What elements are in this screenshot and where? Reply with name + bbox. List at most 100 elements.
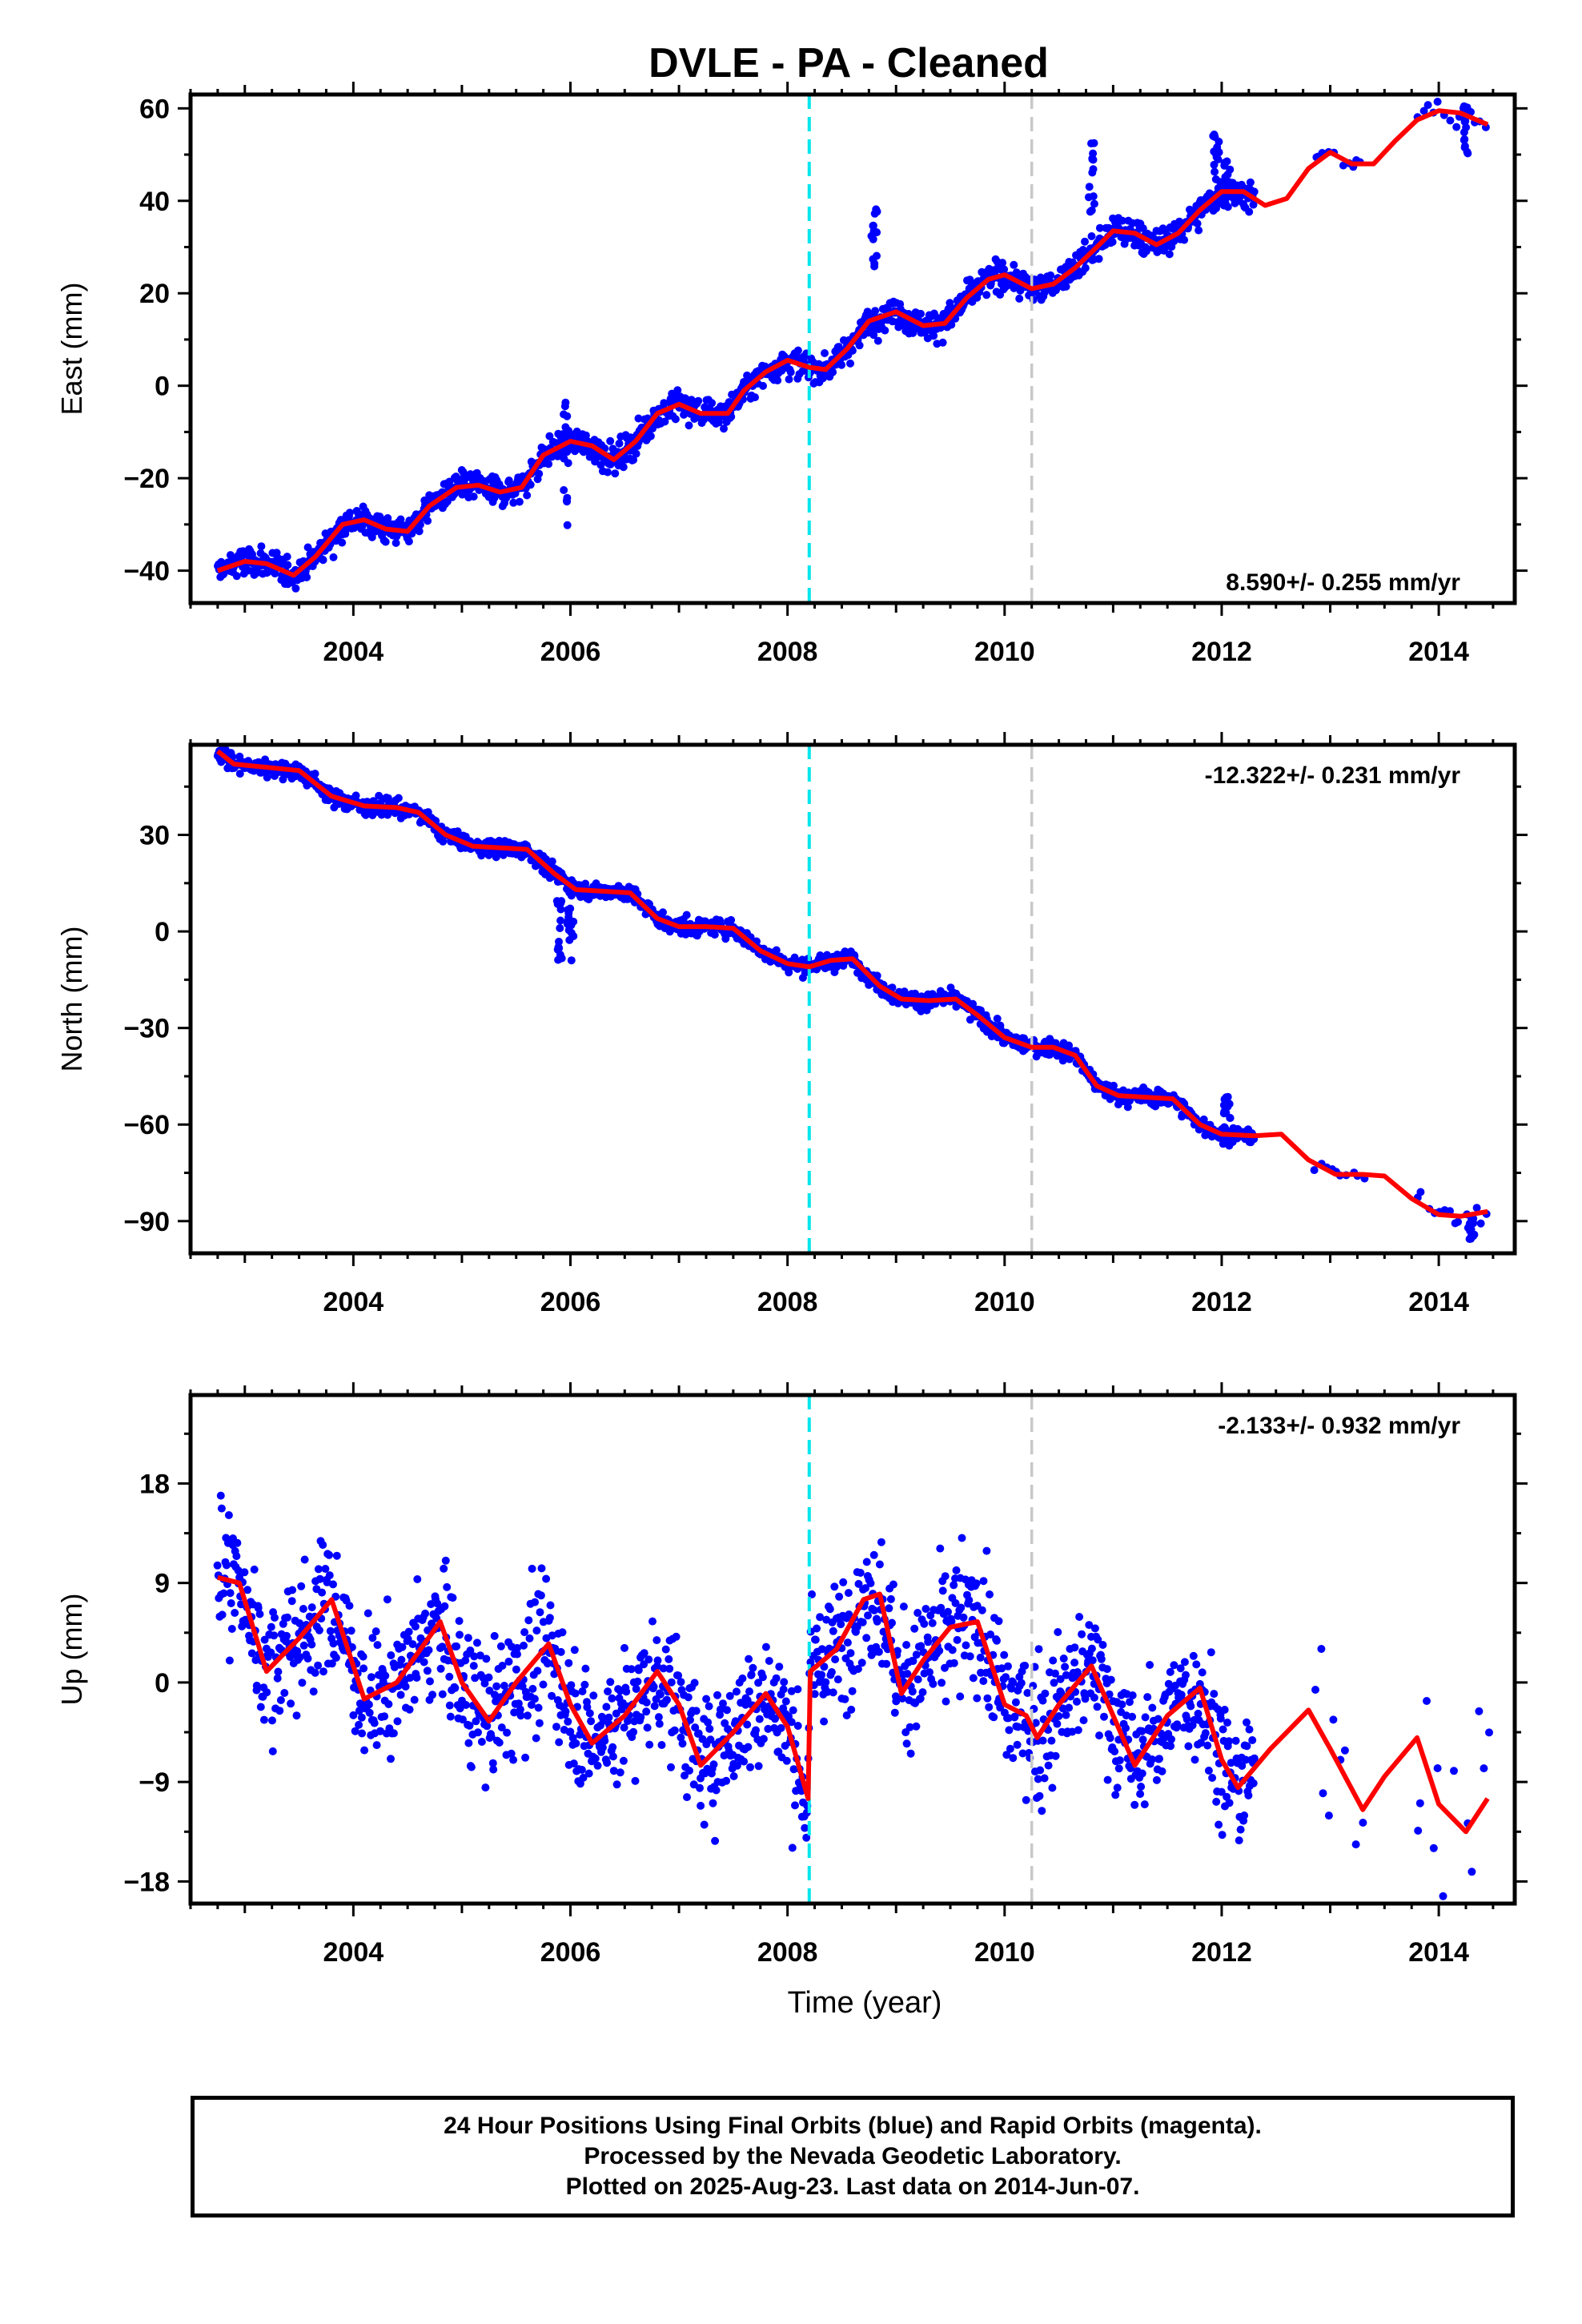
up-data-point bbox=[393, 1717, 402, 1726]
up-data-point bbox=[1049, 1656, 1058, 1665]
up-data-point bbox=[616, 1768, 624, 1777]
up-data-point bbox=[745, 1687, 753, 1696]
up-data-point bbox=[719, 1699, 727, 1708]
up-data-point bbox=[608, 1694, 616, 1703]
up-data-point bbox=[913, 1675, 922, 1684]
north-data-point bbox=[548, 857, 556, 866]
east-data-point bbox=[329, 553, 338, 561]
up-data-point bbox=[1004, 1714, 1013, 1723]
up-data-point bbox=[912, 1722, 921, 1731]
up-data-point bbox=[937, 1603, 946, 1612]
north-data-point bbox=[659, 908, 667, 917]
up-data-point bbox=[492, 1682, 501, 1691]
north-data-point bbox=[556, 916, 565, 925]
up-data-point bbox=[631, 1776, 640, 1785]
up-data-point bbox=[924, 1638, 933, 1647]
north-x-tick-label: 2012 bbox=[1191, 1287, 1252, 1317]
east-data-point bbox=[881, 326, 889, 335]
east-data-point bbox=[694, 396, 703, 405]
up-data-point bbox=[788, 1844, 797, 1852]
up-data-point bbox=[477, 1738, 486, 1746]
up-data-point bbox=[674, 1671, 683, 1680]
up-data-point bbox=[1061, 1663, 1070, 1671]
up-data-point bbox=[288, 1586, 297, 1594]
up-data-point bbox=[299, 1641, 308, 1650]
up-data-point bbox=[633, 1677, 642, 1686]
up-data-point bbox=[1173, 1720, 1182, 1729]
east-data-point bbox=[708, 399, 717, 408]
up-data-point bbox=[404, 1634, 412, 1643]
up-data-point bbox=[240, 1568, 249, 1577]
up-data-point bbox=[759, 1735, 768, 1743]
up-data-point bbox=[1098, 1641, 1107, 1649]
up-data-point bbox=[921, 1605, 930, 1613]
up-data-point bbox=[622, 1687, 631, 1696]
up-data-point bbox=[888, 1618, 896, 1627]
up-data-point bbox=[793, 1685, 802, 1694]
up-data-point bbox=[791, 1801, 799, 1810]
east-data-point bbox=[759, 381, 767, 390]
up-data-point bbox=[455, 1617, 464, 1626]
east-data-point bbox=[1193, 219, 1202, 228]
up-data-point bbox=[899, 1602, 908, 1611]
up-data-point bbox=[957, 1603, 966, 1612]
up-data-point bbox=[570, 1646, 579, 1655]
up-data-point bbox=[1047, 1736, 1056, 1745]
up-data-point bbox=[817, 1671, 826, 1679]
up-data-point bbox=[758, 1673, 767, 1682]
up-data-point bbox=[944, 1607, 952, 1616]
east-data-point bbox=[1084, 193, 1093, 202]
up-data-point bbox=[546, 1601, 555, 1610]
up-data-point bbox=[1250, 1754, 1259, 1763]
east-data-point bbox=[673, 386, 682, 395]
up-data-point bbox=[326, 1626, 335, 1635]
east-data-point bbox=[1246, 178, 1255, 187]
up-data-point bbox=[653, 1656, 662, 1665]
up-data-point bbox=[487, 1732, 496, 1741]
up-data-point bbox=[1087, 1644, 1096, 1653]
up-data-point bbox=[1148, 1755, 1156, 1763]
up-data-point bbox=[581, 1664, 590, 1673]
north-data-point bbox=[710, 931, 719, 939]
up-data-point bbox=[1236, 1825, 1245, 1834]
up-data-point bbox=[275, 1707, 284, 1715]
up-data-point bbox=[1093, 1703, 1102, 1711]
up-data-point bbox=[465, 1721, 474, 1730]
east-data-point bbox=[1062, 282, 1070, 291]
north-y-tick-label: 30 bbox=[139, 821, 170, 851]
up-data-point bbox=[892, 1697, 901, 1706]
up-data-point bbox=[1073, 1697, 1081, 1706]
up-data-point bbox=[1148, 1703, 1157, 1712]
up-data-point bbox=[746, 1763, 754, 1771]
up-data-point bbox=[255, 1610, 264, 1618]
up-data-point bbox=[890, 1708, 899, 1717]
up-data-point bbox=[1152, 1775, 1161, 1784]
up-data-point bbox=[483, 1722, 492, 1731]
up-data-point bbox=[1138, 1727, 1146, 1735]
up-data-point bbox=[536, 1608, 544, 1617]
up-data-point bbox=[528, 1684, 537, 1693]
east-data-point bbox=[553, 452, 562, 460]
up-data-point bbox=[544, 1659, 552, 1668]
up-data-point bbox=[643, 1723, 652, 1732]
up-x-axis: 2004 2006 2008 2010 2012 2014 bbox=[189, 1382, 1495, 1968]
up-data-point bbox=[440, 1602, 449, 1610]
up-data-point bbox=[1122, 1723, 1130, 1732]
up-data-point bbox=[608, 1752, 617, 1761]
up-data-point bbox=[1138, 1769, 1146, 1778]
up-data-point bbox=[777, 1723, 785, 1732]
up-data-point bbox=[481, 1783, 490, 1792]
up-data-point bbox=[632, 1685, 640, 1693]
up-data-point bbox=[303, 1655, 312, 1663]
east-data-point bbox=[869, 228, 878, 237]
up-data-point bbox=[775, 1663, 784, 1671]
up-data-point bbox=[642, 1698, 651, 1707]
up-data-point bbox=[474, 1728, 482, 1737]
up-data-point bbox=[527, 1700, 536, 1709]
east-data-point bbox=[1085, 183, 1094, 191]
up-data-point bbox=[1324, 1811, 1333, 1820]
north-data-point bbox=[1310, 1166, 1319, 1175]
up-data-point bbox=[1415, 1799, 1424, 1807]
east-rate-annotation: 8.590+/- 0.255 mm/yr bbox=[1226, 569, 1460, 596]
